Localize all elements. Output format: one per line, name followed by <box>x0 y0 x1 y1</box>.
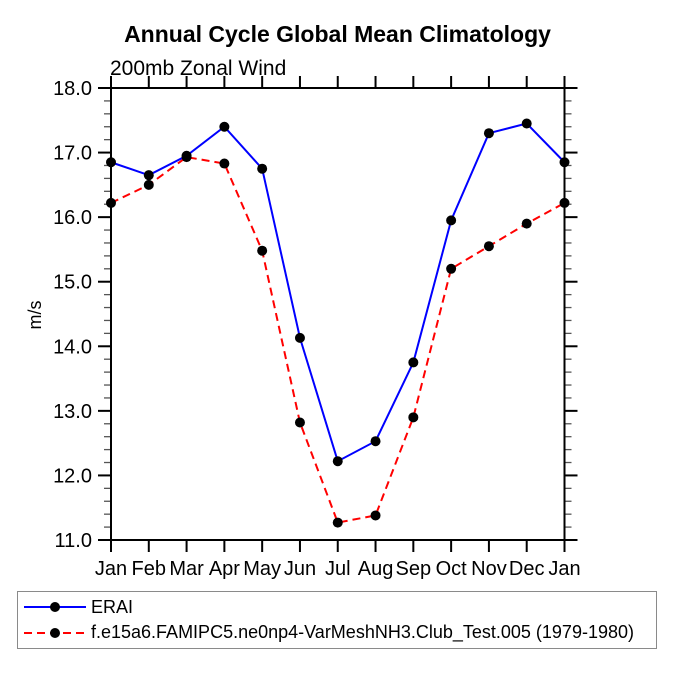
data-point-marker <box>332 456 343 467</box>
y-tick-label: 18.0 <box>53 78 92 100</box>
data-point-marker <box>559 197 570 208</box>
x-tick-label: Aug <box>358 558 394 580</box>
series-line-0 <box>110 122 566 463</box>
data-point-marker <box>257 245 268 256</box>
series-line-1 <box>110 156 565 524</box>
x-tick-label: Jan <box>548 558 580 580</box>
y-tick-label: 12.0 <box>53 465 92 487</box>
data-point-marker <box>257 163 268 174</box>
data-point-marker <box>521 218 532 229</box>
data-point-marker <box>521 118 532 129</box>
chart-subtitle: 200mb Zonal Wind <box>110 57 287 80</box>
x-tick-label: Oct <box>436 558 468 580</box>
data-point-marker <box>106 157 116 168</box>
y-tick-label: 11.0 <box>55 530 92 552</box>
x-tick-label: Nov <box>471 558 507 580</box>
data-point-marker <box>294 417 305 428</box>
data-point-marker <box>559 157 570 168</box>
legend-item-model: f.e15a6.FAMIPC5.ne0np4-VarMeshNH3.Club_T… <box>22 620 654 645</box>
legend-item-erai: ERAI <box>22 595 654 620</box>
data-point-marker <box>370 510 381 521</box>
legend: ERAI f.e15a6.FAMIPC5.ne0np4-VarMeshNH3.C… <box>17 591 657 649</box>
data-point-marker <box>294 332 305 343</box>
data-point-marker <box>219 158 230 169</box>
data-point-marker <box>143 170 154 181</box>
x-tick-label: Jul <box>325 558 351 580</box>
x-tick-label: May <box>243 558 281 580</box>
y-tick-label: 13.0 <box>53 401 92 423</box>
data-point-marker <box>408 357 419 368</box>
x-tick-label: Apr <box>209 558 240 580</box>
x-tick-label: Feb <box>132 558 166 580</box>
data-point-marker <box>446 215 457 226</box>
data-point-marker <box>332 517 343 528</box>
data-point-marker <box>219 121 230 132</box>
data-point-marker <box>370 436 381 447</box>
legend-label-erai: ERAI <box>91 596 134 617</box>
x-tick-label: Dec <box>509 558 545 580</box>
data-point-marker <box>106 197 116 208</box>
data-point-marker <box>446 263 457 274</box>
y-tick-label: 15.0 <box>53 272 92 294</box>
data-point-marker <box>483 128 494 139</box>
x-tick-label: Jun <box>284 558 316 580</box>
x-tick-label: Mar <box>169 558 204 580</box>
erai-line-sample-icon <box>24 602 86 613</box>
y-axis-label: m/s <box>25 301 45 330</box>
y-tick-label: 16.0 <box>53 207 92 229</box>
x-tick-label: Jan <box>95 558 127 580</box>
data-point-marker <box>483 241 494 252</box>
data-point-marker <box>181 152 192 163</box>
y-tick-label: 14.0 <box>53 336 92 358</box>
plot-frame <box>110 87 566 541</box>
model-dashed-line-sample-icon <box>24 627 86 638</box>
y-tick-label: 17.0 <box>53 143 92 165</box>
x-tick-label: Sep <box>396 558 432 580</box>
data-point-marker <box>408 412 419 423</box>
chart-title: Annual Cycle Global Mean Climatology <box>124 21 551 47</box>
legend-label-model: f.e15a6.FAMIPC5.ne0np4-VarMeshNH3.Club_T… <box>91 622 634 643</box>
data-point-marker <box>143 179 154 190</box>
